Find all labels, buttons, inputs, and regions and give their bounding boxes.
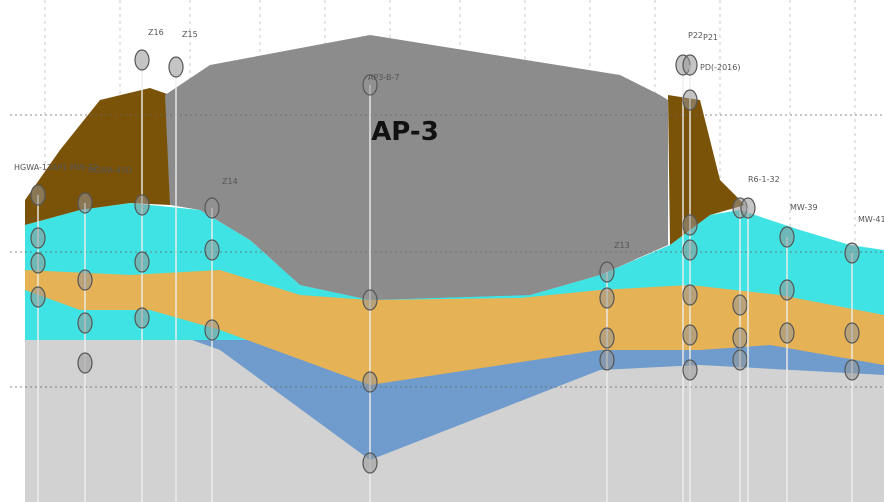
well-label: R6-1-32	[748, 175, 780, 184]
well-label: Z13	[614, 241, 630, 250]
well-label: PD(-2016)	[700, 63, 740, 72]
sample-point	[779, 226, 795, 248]
sample-point	[682, 214, 698, 236]
sample-point	[77, 269, 93, 291]
wells	[30, 49, 860, 502]
sample-point	[30, 252, 46, 274]
well-label: HGWA-45D	[88, 166, 132, 175]
well-label: Z15	[182, 30, 198, 39]
sample-point	[682, 359, 698, 381]
well-label: MW-41	[858, 215, 884, 224]
sample-point	[779, 322, 795, 344]
orange-layer	[25, 270, 884, 385]
sample-point	[599, 349, 615, 371]
gray-layer	[165, 35, 668, 300]
sample-point	[844, 359, 860, 381]
sample-point	[599, 261, 615, 283]
sample-point	[134, 251, 150, 273]
sample-point	[30, 184, 46, 206]
sample-point	[599, 287, 615, 309]
sample-point	[779, 279, 795, 301]
sample-point	[682, 239, 698, 261]
sample-point	[732, 327, 748, 349]
sample-point	[204, 319, 220, 341]
sample-point	[77, 312, 93, 334]
well-label: AP1-MW-32	[52, 163, 98, 172]
sample-point	[682, 89, 698, 111]
sample-point	[599, 327, 615, 349]
horizontal-grid	[10, 114, 884, 388]
well-label: Z16	[148, 28, 164, 37]
sample-point	[844, 322, 860, 344]
well-label: HGWA-12	[14, 163, 52, 172]
well-label: MW-39	[790, 203, 818, 212]
sample-point	[134, 49, 150, 71]
sample-point	[362, 452, 378, 474]
sample-point	[362, 289, 378, 311]
sample-point	[134, 307, 150, 329]
sample-point	[362, 74, 378, 96]
sample-point	[204, 197, 220, 219]
sample-point	[682, 324, 698, 346]
brown-layer-left	[25, 88, 170, 225]
sample-point	[682, 54, 698, 76]
sample-point	[732, 294, 748, 316]
sample-point	[204, 239, 220, 261]
sample-point	[168, 56, 184, 78]
sample-point	[77, 192, 93, 214]
well-label: P21	[703, 33, 718, 42]
section-title: AP-3	[371, 117, 439, 147]
sample-point	[844, 242, 860, 264]
sample-point	[134, 194, 150, 216]
sample-point	[682, 284, 698, 306]
sample-point	[740, 197, 756, 219]
well-label: Z14	[222, 177, 238, 186]
sample-point	[362, 371, 378, 393]
well-label: AP3-B-7	[368, 73, 399, 82]
sample-point	[30, 227, 46, 249]
sample-point	[30, 286, 46, 308]
well-label: P22	[688, 31, 703, 40]
sample-point	[77, 352, 93, 374]
brown-layer-right	[668, 95, 745, 245]
sample-point	[732, 349, 748, 371]
